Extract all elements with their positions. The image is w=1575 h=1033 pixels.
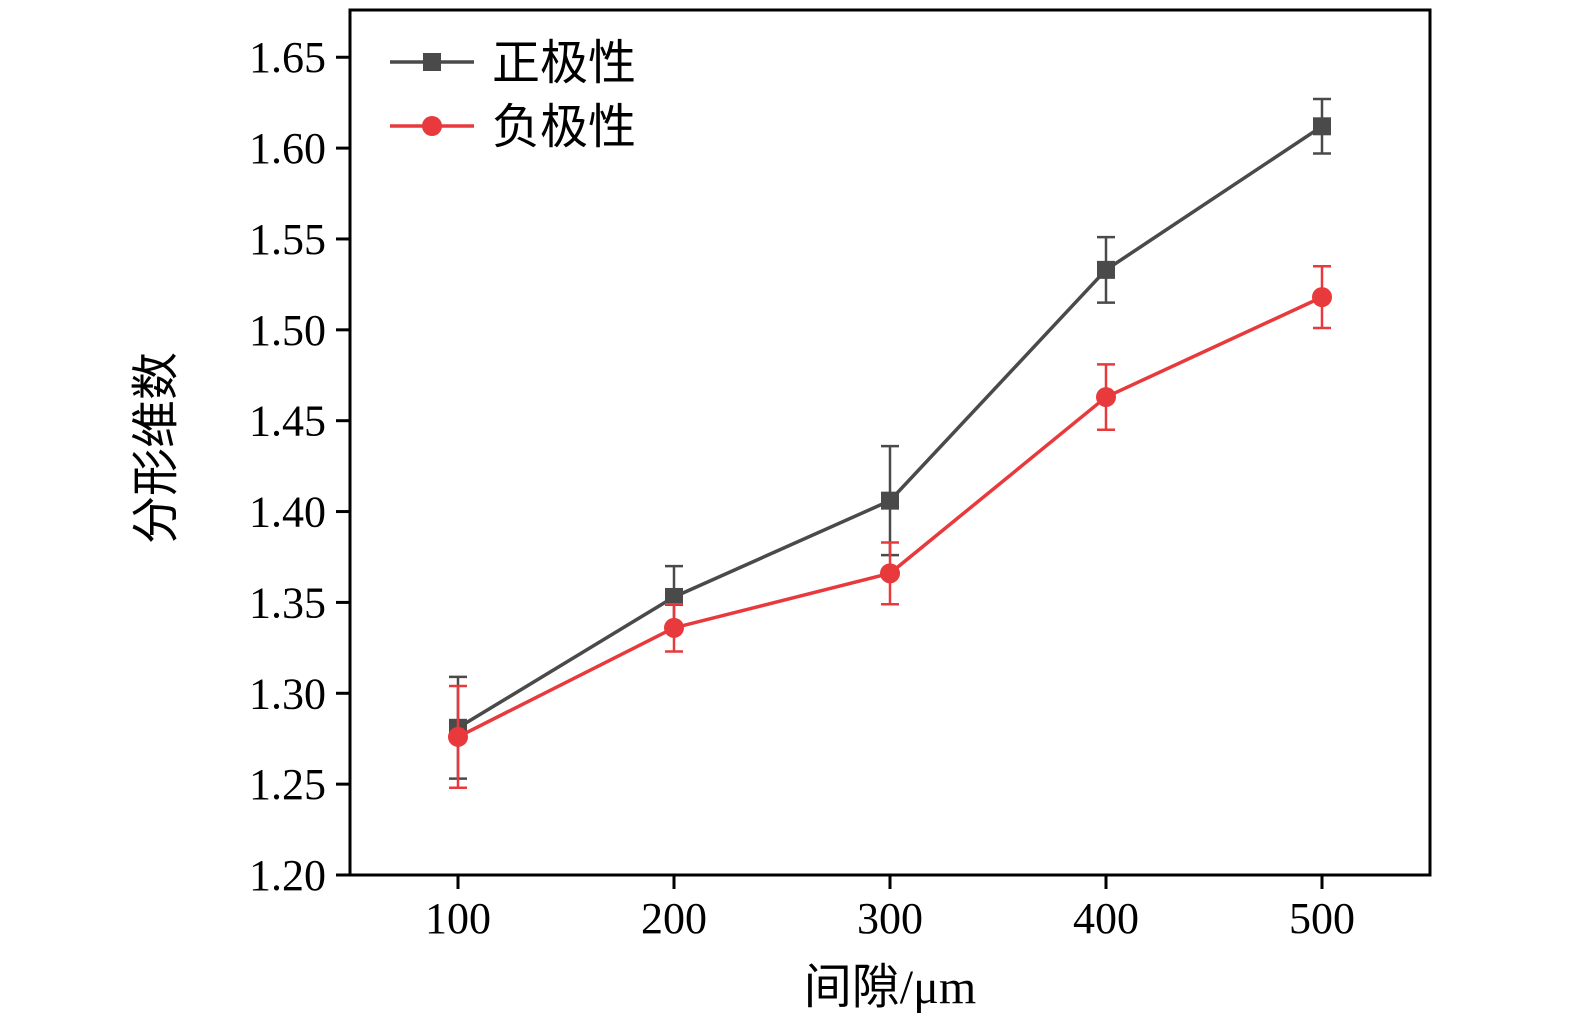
square-marker bbox=[665, 587, 683, 606]
y-tick-label: 1.45 bbox=[249, 397, 326, 446]
x-tick-label: 400 bbox=[1073, 894, 1139, 943]
y-tick-label: 1.25 bbox=[249, 760, 326, 809]
circle-marker bbox=[448, 726, 468, 747]
legend-label: 负极性 bbox=[492, 101, 636, 154]
legend-circle-marker bbox=[422, 116, 442, 136]
y-tick-label: 1.50 bbox=[249, 306, 326, 355]
x-tick-label: 200 bbox=[641, 894, 707, 943]
legend-item-1: 负极性 bbox=[390, 101, 636, 154]
circle-marker bbox=[1312, 287, 1332, 308]
x-tick-label: 100 bbox=[425, 894, 491, 943]
y-axis-title: 分形维数 bbox=[130, 352, 183, 544]
circle-marker bbox=[664, 617, 684, 638]
circle-marker bbox=[880, 563, 900, 584]
y-tick-label: 1.60 bbox=[249, 124, 326, 173]
x-axis-title: 间隙/μm bbox=[804, 961, 976, 1014]
y-tick-label: 1.40 bbox=[249, 488, 326, 537]
y-tick-label: 1.30 bbox=[249, 669, 326, 718]
y-tick-label: 1.20 bbox=[249, 851, 326, 900]
x-tick-label: 300 bbox=[857, 894, 923, 943]
square-marker bbox=[1097, 260, 1115, 279]
legend-item-0: 正极性 bbox=[390, 37, 636, 90]
square-marker bbox=[881, 491, 899, 510]
x-tick-label: 500 bbox=[1289, 894, 1355, 943]
legend-label: 正极性 bbox=[492, 37, 636, 90]
square-marker bbox=[1313, 117, 1331, 136]
series-negative-polarity bbox=[448, 264, 1332, 790]
plot-area: 100 200 300 400 5001.201.251.301.351.401.451… bbox=[249, 8, 1432, 943]
x-axis: 100 200 300 400 500 bbox=[425, 875, 1355, 943]
legend-square-marker bbox=[423, 53, 441, 71]
y-tick-label: 1.35 bbox=[249, 578, 326, 627]
y-tick-label: 1.55 bbox=[249, 215, 326, 264]
y-tick-label: 1.65 bbox=[249, 33, 326, 82]
series-positive-polarity bbox=[449, 97, 1331, 780]
series-line bbox=[457, 124, 1323, 730]
y-axis: 1.20 1.25 1.30 1.35 1.40 1.45 1.50 1.55 1.60 1.65 bbox=[249, 33, 350, 900]
circle-marker bbox=[1096, 387, 1116, 408]
